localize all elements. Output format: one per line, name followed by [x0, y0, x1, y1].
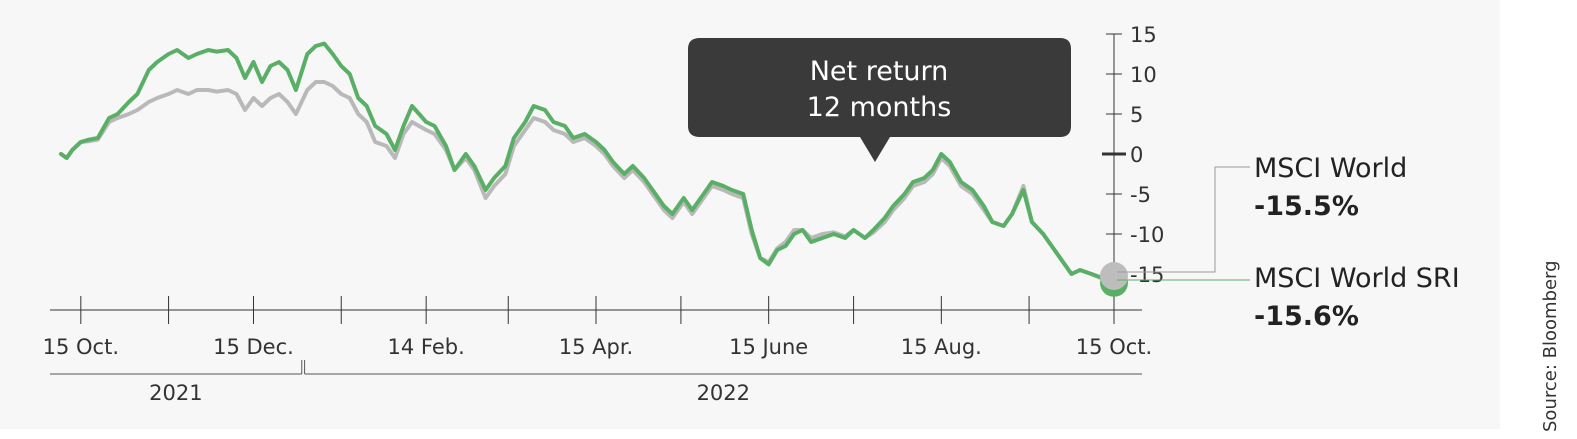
- series-line-msci-world-sri: [59, 80, 1116, 281]
- end-marker-msci-world: [1100, 262, 1128, 290]
- x-tick-label: 15 Apr.: [559, 335, 633, 359]
- y-axis: 15 10 5 0 -5 -10 -15: [1102, 23, 1164, 310]
- x-tick-label: 15 Dec.: [213, 335, 294, 359]
- legend-msci-world-value: -15.5%: [1254, 191, 1359, 222]
- x-tick-label: 15 June: [729, 335, 808, 359]
- y-tick-label: 5: [1130, 103, 1143, 127]
- x-tick-label: 15 Oct.: [43, 335, 119, 359]
- x-tick-label: 15 Oct.: [1076, 335, 1152, 359]
- series-layer: [59, 41, 1116, 281]
- legend-msci-world-name: MSCI World: [1254, 153, 1407, 184]
- y-tick-label: -10: [1130, 223, 1164, 247]
- x-axis: 15 Oct. 15 Dec. 14 Feb. 15 Apr. 15 June 15 Au…: [43, 296, 1152, 405]
- year-label: 2021: [149, 381, 202, 405]
- legend-leader-msci-world: [1117, 166, 1250, 273]
- y-tick-label: 10: [1130, 63, 1157, 87]
- tooltip-line2: 12 months: [807, 92, 952, 123]
- y-tick-label: -15: [1130, 263, 1164, 287]
- y-tick-label: -5: [1130, 183, 1151, 207]
- x-tick-label: 14 Feb.: [388, 335, 465, 359]
- tooltip-box: [688, 38, 1071, 162]
- year-label: 2022: [697, 381, 750, 405]
- legend-msci-world-sri-name: MSCI World SRI: [1254, 263, 1460, 294]
- legend-msci-world-sri-value: -15.6%: [1254, 301, 1359, 332]
- y-tick-label: 15: [1130, 23, 1157, 47]
- tooltip-callout: Net return 12 months: [688, 38, 1071, 162]
- x-tick-label: 15 Aug.: [901, 335, 982, 359]
- end-markers: [1100, 262, 1128, 297]
- y-tick-label: 0: [1130, 143, 1143, 167]
- tooltip-line1: Net return: [810, 56, 949, 87]
- source-note: Source: Bloomberg: [1540, 260, 1561, 432]
- series-line-msci-world: [59, 41, 1116, 280]
- legend: MSCI World -15.5% MSCI World SRI -15.6%: [1117, 153, 1460, 332]
